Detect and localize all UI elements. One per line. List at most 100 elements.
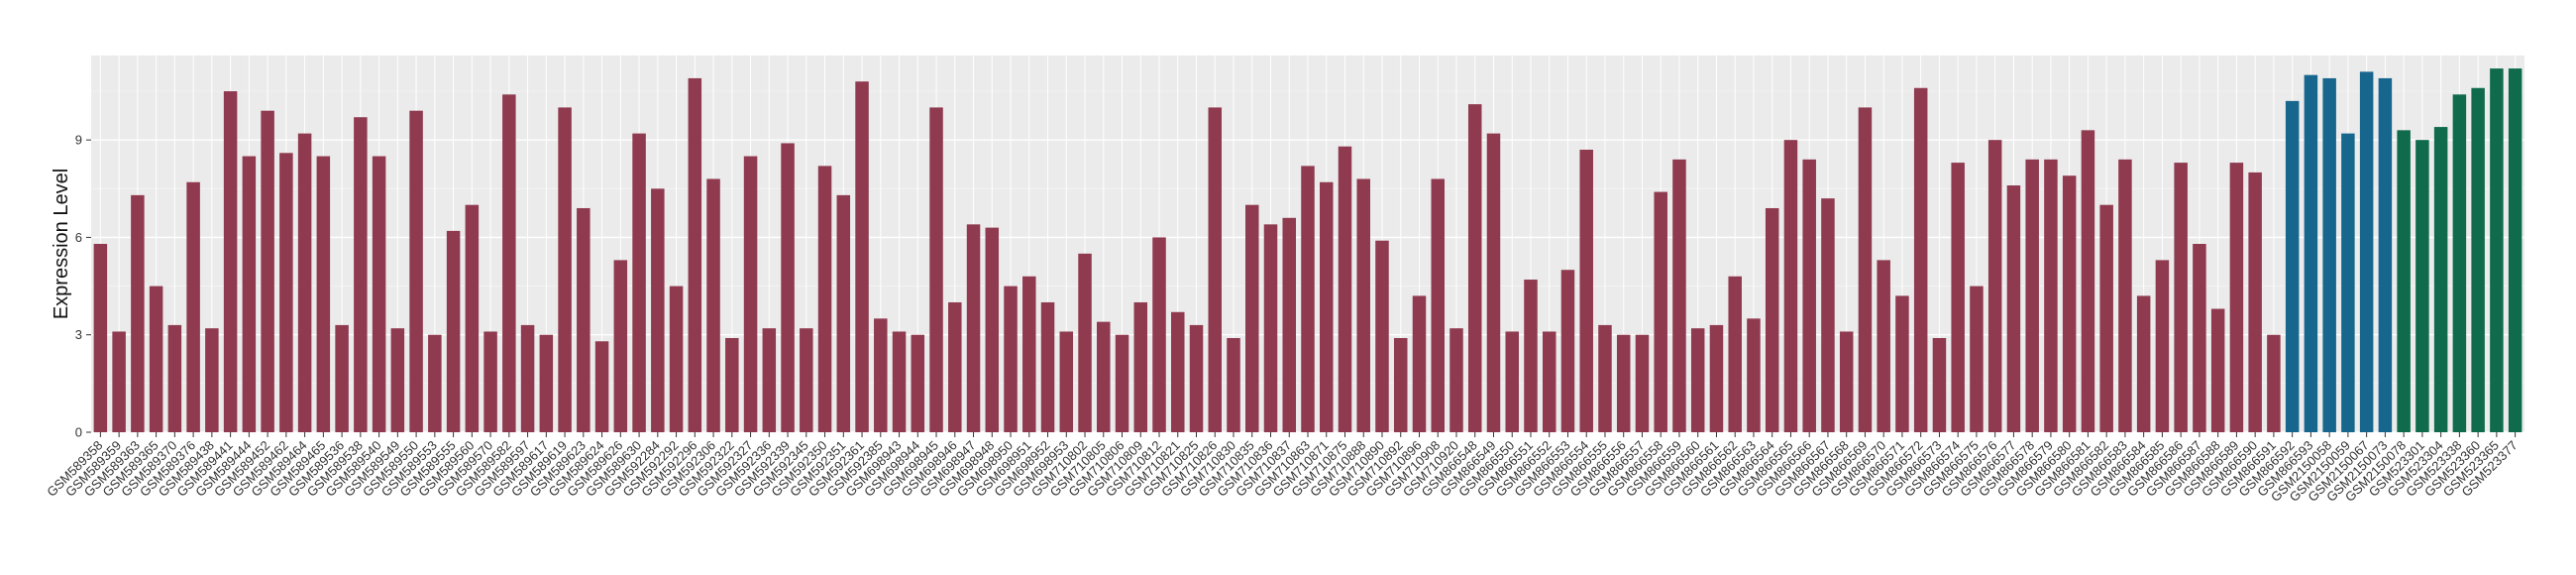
bar-GSM866573 — [1932, 338, 1947, 432]
bar-GSM589549 — [390, 328, 405, 432]
bar-GSM710812 — [1152, 237, 1166, 432]
bar-GSM866568 — [1839, 331, 1854, 432]
bar-GSM2150067 — [2359, 71, 2374, 432]
bar-GSM698948 — [985, 227, 1000, 432]
bar-GSM710875 — [1338, 146, 1352, 432]
bar-GSM589359 — [112, 331, 126, 432]
bar-GSM589619 — [558, 107, 572, 432]
bar-GSM523304 — [2433, 127, 2448, 432]
bar-GSM866580 — [2062, 175, 2077, 432]
bar-GSM866551 — [1524, 280, 1538, 432]
bar-GSM866584 — [2136, 295, 2151, 432]
bar-GSM710888 — [1356, 178, 1370, 432]
bar-GSM710826 — [1208, 107, 1223, 432]
bar-GSM866554 — [1579, 150, 1593, 432]
bar-GSM592284 — [651, 188, 665, 432]
bar-GSM698944 — [911, 334, 925, 432]
bar-GSM866591 — [2267, 334, 2281, 432]
bar-GSM866549 — [1486, 133, 1501, 432]
bar-GSM710821 — [1171, 311, 1185, 432]
bar-GSM866566 — [1802, 159, 1816, 432]
bar-GSM866586 — [2174, 163, 2188, 432]
bar-GSM523301 — [2415, 140, 2429, 433]
bar-GSM698951 — [1022, 276, 1036, 432]
bar-GSM592292 — [669, 286, 684, 432]
bar-GSM866559 — [1672, 159, 1686, 432]
bar-GSM589536 — [335, 324, 349, 432]
bar-GSM698950 — [1004, 286, 1018, 432]
bar-GSM592306 — [706, 178, 720, 432]
bar-GSM866572 — [1913, 87, 1928, 432]
bar-GSM592336 — [762, 328, 777, 432]
bar-GSM866563 — [1747, 318, 1761, 432]
bar-GSM710835 — [1245, 204, 1259, 432]
bar-GSM866561 — [1709, 324, 1724, 432]
bar-GSM589376 — [186, 181, 200, 432]
bars-group — [93, 68, 2522, 433]
x-axis-ticks: GSM589358GSM589359GSM589363GSM589365GSM5… — [44, 432, 2521, 505]
bar-GSM589553 — [428, 334, 442, 432]
bar-GSM866565 — [1783, 140, 1798, 433]
bar-GSM866587 — [2193, 244, 2206, 432]
bar-GSM710830 — [1227, 338, 1240, 432]
bar-GSM589365 — [149, 286, 163, 432]
bar-GSM589441 — [223, 91, 238, 432]
bar-GSM592350 — [817, 166, 832, 432]
bar-GSM866577 — [2006, 185, 2021, 432]
bar-GSM592385 — [874, 318, 888, 432]
bar-GSM866582 — [2099, 204, 2113, 432]
bar-GSM710809 — [1133, 301, 1148, 432]
bar-GSM866574 — [1951, 163, 1965, 432]
bar-GSM866569 — [1858, 107, 1873, 432]
bar-GSM866589 — [2229, 163, 2244, 432]
bar-GSM866578 — [2025, 159, 2039, 432]
y-tick-label: 9 — [75, 133, 82, 148]
bar-GSM589597 — [520, 324, 535, 432]
bar-GSM589560 — [465, 204, 480, 432]
bar-GSM710805 — [1097, 321, 1111, 432]
bar-GSM866575 — [1970, 286, 1984, 432]
y-axis-title: Expression Level — [51, 169, 72, 319]
bar-GSM589538 — [354, 117, 368, 433]
bar-GSM589570 — [483, 331, 497, 432]
bar-GSM866564 — [1765, 207, 1779, 432]
bar-GSM2150073 — [2378, 77, 2393, 433]
bar-GSM710908 — [1431, 178, 1445, 432]
bar-GSM523365 — [2490, 68, 2504, 432]
bar-GSM866570 — [1877, 260, 1890, 432]
bar-GSM710806 — [1115, 334, 1129, 432]
bar-GSM589438 — [205, 328, 219, 432]
bar-GSM589582 — [502, 94, 516, 432]
bar-GSM589370 — [167, 324, 182, 432]
bar-GSM710825 — [1189, 324, 1204, 432]
bar-GSM523360 — [2471, 87, 2485, 432]
bar-GSM710871 — [1320, 181, 1334, 432]
bar-GSM698946 — [948, 301, 962, 432]
bar-GSM523377 — [2508, 68, 2522, 432]
bar-GSM592361 — [855, 81, 869, 433]
bar-GSM589626 — [613, 260, 628, 432]
bar-GSM2150058 — [2322, 77, 2336, 433]
bar-GSM698947 — [966, 224, 981, 432]
bar-GSM592345 — [800, 328, 813, 432]
bar-GSM710896 — [1412, 295, 1427, 432]
bar-GSM710836 — [1263, 224, 1278, 432]
bar-GSM866553 — [1560, 270, 1575, 432]
bar-GSM2150078 — [2397, 130, 2411, 432]
bar-GSM589623 — [577, 207, 590, 432]
bar-GSM698943 — [892, 331, 907, 432]
bar-GSM2150059 — [2341, 133, 2355, 432]
bar-GSM866579 — [2044, 159, 2058, 432]
bar-GSM589550 — [409, 110, 423, 432]
bar-GSM866550 — [1505, 331, 1519, 432]
bar-GSM592339 — [781, 143, 795, 432]
bar-GSM866555 — [1598, 324, 1612, 432]
bar-GSM866552 — [1542, 331, 1556, 432]
bar-GSM589462 — [279, 153, 293, 432]
bar-GSM698953 — [1059, 331, 1074, 432]
bar-GSM866556 — [1616, 334, 1631, 432]
bar-GSM866590 — [2248, 172, 2262, 432]
bar-GSM866585 — [2155, 260, 2170, 432]
bar-GSM866576 — [1987, 140, 2002, 433]
